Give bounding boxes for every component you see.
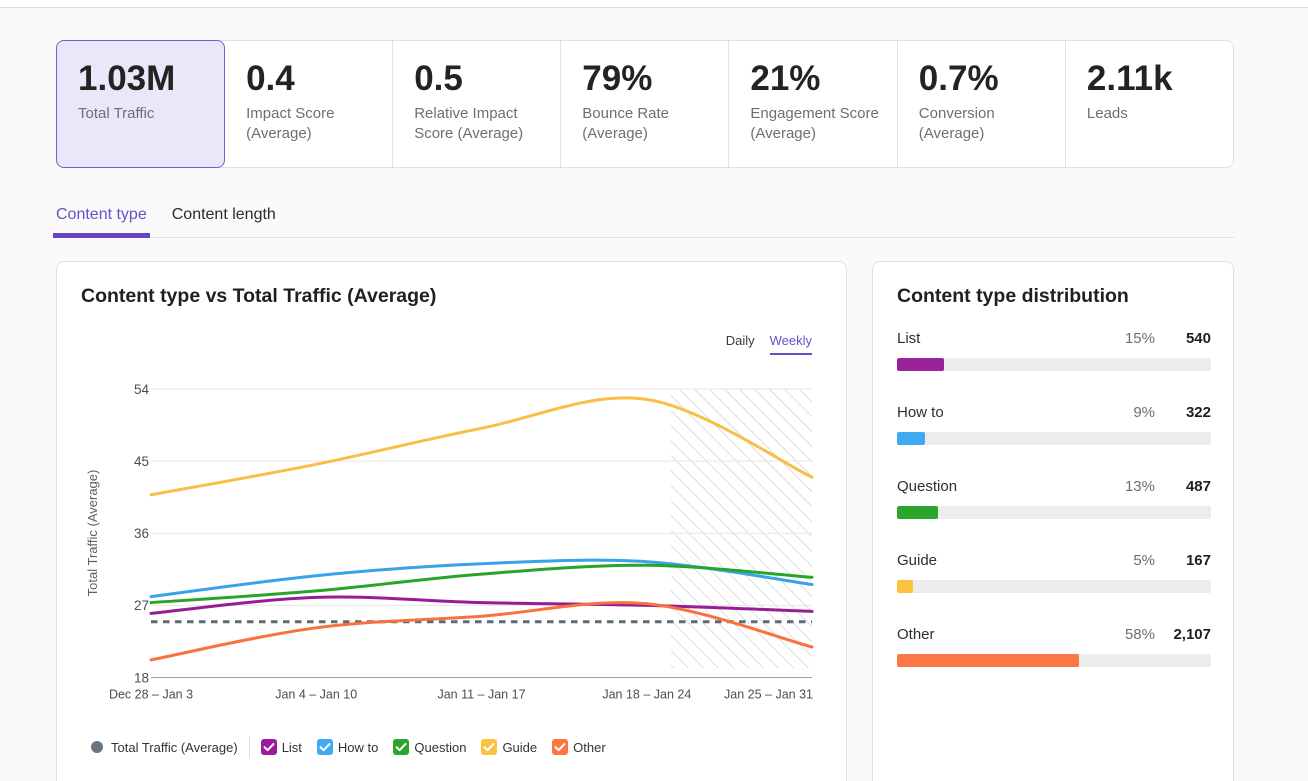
svg-text:Jan 18 – Jan 24: Jan 18 – Jan 24 [602,688,691,702]
svg-text:45: 45 [134,454,149,469]
svg-text:Jan 25 – Jan 31: Jan 25 – Jan 31 [724,688,813,702]
svg-text:18: 18 [134,670,149,685]
svg-text:Total Traffic (Average): Total Traffic (Average) [85,470,100,597]
svg-text:Jan 11 – Jan 17: Jan 11 – Jan 17 [437,688,525,702]
svg-text:36: 36 [134,526,149,541]
svg-text:27: 27 [134,598,149,613]
svg-text:Dec 28 – Jan 3: Dec 28 – Jan 3 [109,688,193,702]
svg-text:54: 54 [134,382,150,397]
svg-text:Jan 4 – Jan 10: Jan 4 – Jan 10 [275,688,357,702]
